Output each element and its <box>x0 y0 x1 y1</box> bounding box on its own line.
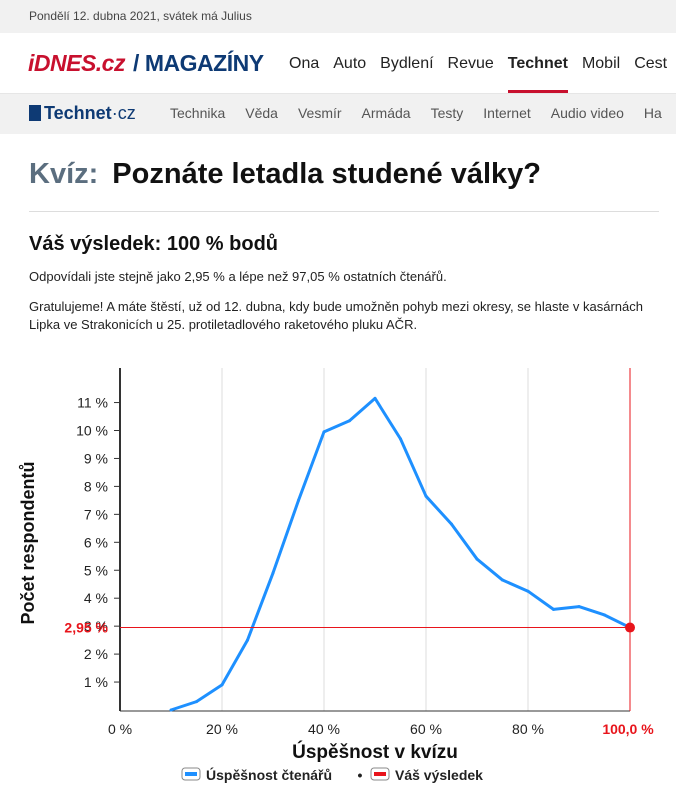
technet-mark-icon <box>29 105 41 121</box>
nav-item-mobil[interactable]: Mobil <box>581 55 621 72</box>
sub-nav-row: Technet·cz Technika Věda Vesmír Armáda T… <box>0 94 676 134</box>
subnav-testy[interactable]: Testy <box>430 105 464 121</box>
data-point <box>552 607 555 611</box>
x-tick-label: 60 % <box>410 721 442 737</box>
logo-text: iDNES.cz <box>28 50 125 76</box>
y-tick-label: 4 % <box>84 590 108 606</box>
data-point <box>475 557 479 561</box>
y-tick-label: 11 % <box>77 395 108 411</box>
technet-logo[interactable]: Technet·cz <box>29 103 136 124</box>
legend-label-readers: Úspěšnost čtenářů <box>206 766 332 783</box>
logo-separator: / <box>132 50 139 76</box>
y-axis-title: Počet respondentů <box>18 461 38 624</box>
x-tick-label: 0 % <box>108 721 132 737</box>
data-point <box>603 613 606 617</box>
your-result-y-label: 2,95 % <box>64 620 108 636</box>
subnav-armada[interactable]: Armáda <box>361 105 411 121</box>
data-point <box>373 396 377 400</box>
date-text: Pondělí 12. dubna 2021, svátek má Julius <box>29 9 252 23</box>
nav-item-revue[interactable]: Revue <box>447 55 494 72</box>
y-tick-label: 6 % <box>84 534 108 550</box>
series-line-readers <box>170 396 631 712</box>
nav-item-ona[interactable]: Ona <box>289 55 320 72</box>
sub-nav: Technika Věda Vesmír Armáda Testy Intern… <box>170 105 676 121</box>
data-point <box>501 578 504 582</box>
data-point <box>169 708 173 712</box>
data-point <box>271 571 275 575</box>
y-tick-label: 9 % <box>84 450 108 466</box>
x-tick-label: 80 % <box>512 721 544 737</box>
y-tick-label: 2 % <box>84 646 108 662</box>
data-point <box>424 494 428 498</box>
quiz-title: Poznáte letadla studené války? <box>112 158 541 190</box>
data-point <box>195 700 198 704</box>
result-message: Gratulujeme! A máte štěstí, už od 12. du… <box>29 299 643 332</box>
your-result-point <box>625 622 635 633</box>
idnes-logo[interactable]: iDNES.cz / MAGAZÍNY <box>28 50 264 77</box>
result-heading: Váš výsledek: 100 % bodů <box>29 233 279 255</box>
data-point <box>322 430 326 434</box>
top-bar: Pondělí 12. dubna 2021, svátek má Julius <box>0 0 676 33</box>
section-name: MAGAZÍNY <box>144 50 264 76</box>
legend-label-result: Váš výsledek <box>395 767 483 783</box>
y-tick-label: 7 % <box>84 506 108 522</box>
main-nav: Ona Auto Bydlení Revue Technet Mobil Ces… <box>289 33 676 93</box>
subnav-more[interactable]: Ha <box>643 105 662 121</box>
technet-logo-suffix: cz <box>117 103 136 123</box>
y-tick-label: 3 % <box>84 618 108 634</box>
data-point <box>246 638 249 642</box>
nav-item-cestovani[interactable]: Cest <box>634 55 668 72</box>
legend-separator: • <box>358 767 363 783</box>
result-summary: Odpovídali jste stejně jako 2,95 % a lép… <box>29 269 447 284</box>
subnav-internet[interactable]: Internet <box>483 105 531 121</box>
y-tick-label: 1 % <box>84 674 108 690</box>
data-point <box>348 419 351 423</box>
x-tick-label: 100,0 % <box>602 721 654 737</box>
subnav-technika[interactable]: Technika <box>170 105 226 121</box>
data-point <box>450 522 453 526</box>
subnav-vesmir[interactable]: Vesmír <box>297 105 342 121</box>
subnav-veda[interactable]: Věda <box>245 105 278 121</box>
y-tick-label: 8 % <box>84 478 108 494</box>
x-tick-label: 20 % <box>206 721 238 737</box>
divider <box>29 211 659 212</box>
data-point <box>526 589 530 593</box>
data-point <box>220 683 224 687</box>
data-point <box>399 437 402 441</box>
x-axis-title: Úspěšnost v kvízu <box>292 741 458 763</box>
nav-item-auto[interactable]: Auto <box>333 55 367 72</box>
quiz-label: Kvíz: <box>29 158 99 190</box>
technet-logo-text: Technet <box>44 103 112 123</box>
nav-item-technet[interactable]: Technet <box>507 33 568 93</box>
data-point <box>297 498 300 502</box>
y-tick-label: 5 % <box>84 562 108 578</box>
data-point <box>577 605 581 609</box>
y-tick-label: 10 % <box>76 423 108 439</box>
nav-item-bydleni[interactable]: Bydlení <box>380 55 434 72</box>
subnav-audio-video[interactable]: Audio video <box>550 105 624 121</box>
x-tick-label: 40 % <box>308 721 340 737</box>
brand-row: iDNES.cz / MAGAZÍNY Ona Auto Bydlení Revue… <box>0 33 676 94</box>
page-title: Kvíz: Poznáte letadla studené války? <box>29 158 541 191</box>
